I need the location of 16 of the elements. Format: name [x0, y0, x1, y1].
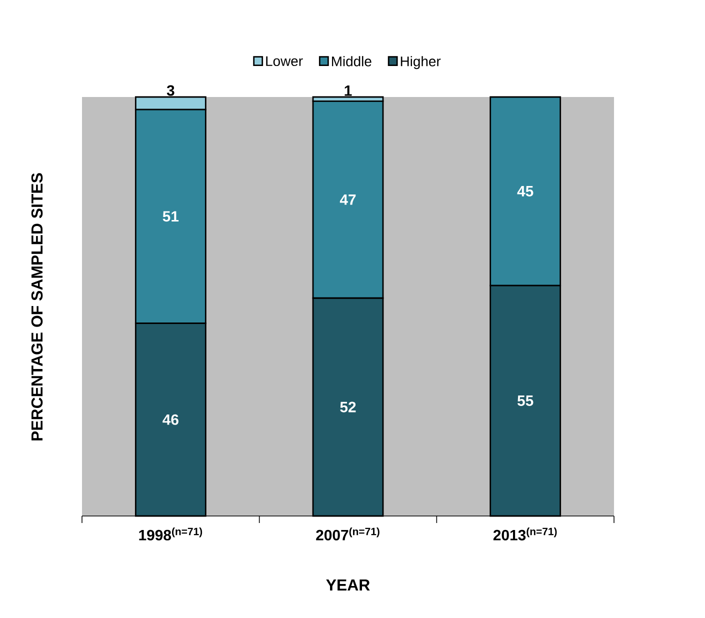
legend-label: Lower [266, 56, 303, 66]
x-tick-label: 1998$^{(n=71)}$ [139, 527, 202, 540]
y-axis-title: PERCENTAGE OF SAMPLED SITES [31, 173, 43, 440]
x-tick-label: 2007$^{(n=71)}$ [316, 527, 380, 540]
data-label: 45 [517, 186, 534, 196]
data-label: 51 [162, 211, 179, 222]
legend-label: Middle [332, 56, 372, 66]
data-label: 47 [340, 194, 356, 205]
data-label: 52 [340, 402, 356, 412]
x-tick-label: 2013$^{(n=71)}$ [493, 527, 557, 540]
data-label: 1 [344, 86, 352, 96]
data-label: 3 [166, 85, 174, 96]
data-label: 55 [517, 396, 534, 406]
legend-label: Higher [400, 56, 441, 70]
x-axis-title: YEAR [326, 580, 370, 590]
data-label: 46 [162, 414, 178, 425]
